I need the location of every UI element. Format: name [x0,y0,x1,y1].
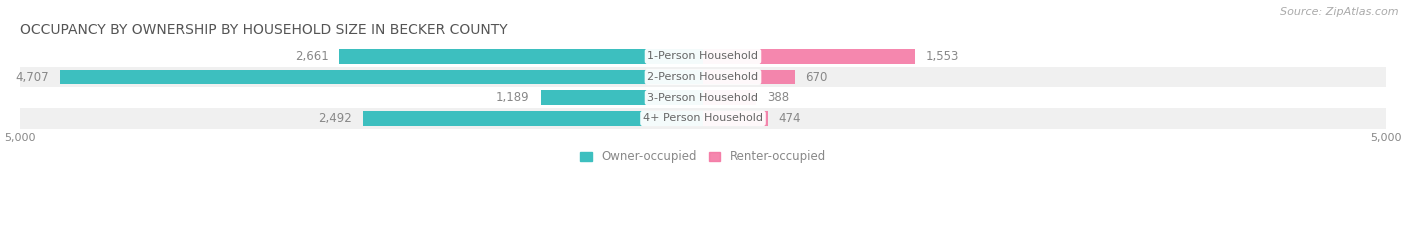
Bar [540,90,703,105]
Text: 1,553: 1,553 [927,50,959,63]
Text: 1,189: 1,189 [496,91,530,104]
Text: 3-Person Household: 3-Person Household [648,93,758,103]
Text: 474: 474 [779,112,801,125]
Bar [703,111,768,126]
Bar [703,90,756,105]
Bar [20,46,1386,67]
Legend: Owner-occupied, Renter-occupied: Owner-occupied, Renter-occupied [575,146,831,168]
Text: 4,707: 4,707 [15,71,49,83]
Text: 4+ Person Household: 4+ Person Household [643,113,763,123]
Text: 388: 388 [766,91,789,104]
Bar [703,70,794,84]
Bar [20,108,1386,129]
Bar [20,67,1386,87]
Bar [339,49,703,64]
Text: Source: ZipAtlas.com: Source: ZipAtlas.com [1281,7,1399,17]
Bar [703,49,915,64]
Text: 2,661: 2,661 [295,50,329,63]
Text: 2-Person Household: 2-Person Household [647,72,759,82]
Bar [20,87,1386,108]
Text: 1-Person Household: 1-Person Household [648,51,758,61]
Bar [363,111,703,126]
Text: OCCUPANCY BY OWNERSHIP BY HOUSEHOLD SIZE IN BECKER COUNTY: OCCUPANCY BY OWNERSHIP BY HOUSEHOLD SIZE… [20,23,508,37]
Bar [60,70,703,84]
Text: 670: 670 [806,71,828,83]
Text: 2,492: 2,492 [318,112,352,125]
